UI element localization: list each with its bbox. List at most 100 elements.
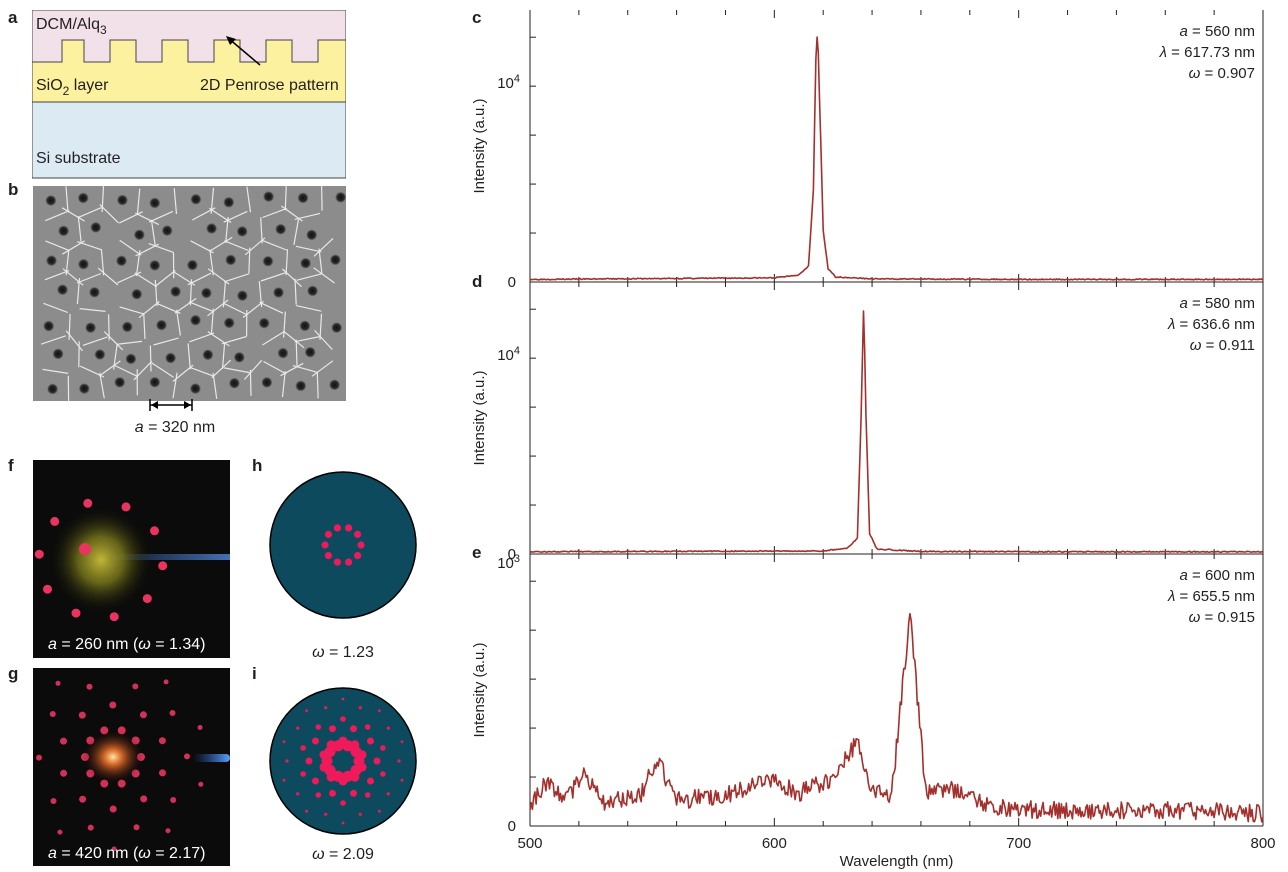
diffraction-spot (133, 824, 140, 831)
sem-tile-edge (211, 359, 232, 379)
sem-tile-edge (244, 237, 266, 256)
diffraction-spot (109, 612, 119, 622)
simulated-spot (285, 759, 289, 763)
layer-schematic: DCM/Alq3 SiO2 layer 2D Penrose pattern S… (32, 10, 346, 179)
omega-label-h: ω = 1.23 (312, 644, 374, 661)
sem-tile-edge (40, 335, 66, 345)
sem-tile-edge (149, 345, 152, 372)
sem-tile-edge (313, 267, 335, 284)
sem-tile-edge (116, 340, 143, 345)
sem-hole (190, 193, 202, 205)
spectrum-line-e (529, 612, 1264, 823)
sem-tile-edge (295, 339, 298, 366)
sem-hole (329, 254, 341, 266)
simulated-spot (345, 558, 353, 566)
sem-hole (329, 379, 341, 391)
sem-tile-edge (246, 186, 252, 213)
panel-label-b: b (8, 180, 19, 199)
simulated-spot (350, 740, 360, 750)
sem-tile-edge (296, 273, 322, 281)
simulated-spot (397, 759, 401, 763)
sem-tile-edge (262, 330, 285, 346)
sem-tile-edge (42, 368, 69, 374)
simulated-spot (324, 812, 328, 816)
diffraction-spot (49, 711, 56, 717)
diffraction-spot (139, 711, 147, 719)
simulation-disk-i (269, 687, 417, 835)
substrate-label: Si substrate (36, 150, 121, 167)
diffraction-spot (184, 753, 190, 760)
x-tick-label: 500 (517, 835, 542, 852)
sem-tile-edge (223, 303, 248, 316)
sem-tile-edge (77, 216, 82, 243)
diffraction-spot (150, 526, 159, 536)
panel-label-c: c (472, 8, 482, 27)
sem-tile-edge (262, 239, 287, 251)
sem-hole (277, 347, 289, 359)
spectrum-panel-d: 104 0 Intensity (a.u.) a = 580 nm λ = 636.6 … (471, 282, 1264, 563)
simulated-spot (296, 726, 300, 730)
simulated-spot (324, 530, 332, 538)
diffraction-spot (79, 795, 87, 803)
sem-hole (297, 192, 309, 204)
diffraction-spot (43, 584, 52, 594)
simulated-spot (367, 777, 374, 785)
sem-tile-edge (153, 337, 179, 346)
sem-hole (77, 192, 89, 204)
sem-hole (161, 225, 173, 237)
sem-hole (236, 290, 248, 302)
diffraction-spot (57, 829, 63, 835)
simulated-spot (367, 737, 374, 745)
sem-tile-edge (119, 306, 145, 315)
diffraction-spot (158, 737, 166, 745)
simulated-spot (312, 737, 319, 745)
simulated-spot (357, 750, 367, 760)
middle-layer-label: SiO2 layer (36, 77, 109, 98)
sem-hole (52, 348, 64, 360)
simulated-spot (282, 740, 286, 744)
sem-tile-edge (189, 279, 193, 306)
panel-label-i: i (252, 664, 257, 683)
sem-hole (121, 321, 133, 333)
diffraction-spot (132, 683, 139, 690)
diffraction-spot (197, 725, 203, 730)
sem-hole (273, 287, 284, 298)
sem-tile-edge (113, 364, 138, 377)
sem-tile-edge (283, 330, 305, 349)
diffraction-spot (36, 754, 42, 761)
diffraction-spot (34, 549, 44, 559)
y-axis-label: Intensity (a.u.) (471, 642, 488, 737)
sem-hole (189, 383, 201, 395)
simulated-spot (338, 776, 348, 786)
sem-tile-edge (313, 237, 334, 257)
sem-hole (262, 255, 274, 267)
sem-tile-edge (260, 272, 286, 282)
sem-tile-edge (311, 360, 334, 377)
simulated-spot (321, 541, 329, 549)
sem-hole (149, 197, 161, 209)
diffraction-spot (142, 594, 152, 604)
scale-bar (149, 399, 193, 411)
sem-tile-edge (188, 301, 214, 312)
sem-tile-edge (77, 241, 103, 251)
simulation-disk-h (269, 471, 417, 619)
sem-tile-edge (136, 188, 141, 215)
simulated-spot (329, 789, 336, 797)
annotation-line: a = 560 nm (1180, 23, 1255, 40)
simulated-spot (386, 726, 390, 730)
sem-tile-edge (260, 217, 263, 244)
sem-hole (299, 320, 311, 332)
simulated-spot (324, 706, 328, 710)
sem-hole (45, 195, 57, 206)
annotation-line: a = 580 nm (1180, 295, 1255, 312)
spectrum-panel-e: 103 0 Intensity (a.u.) a = 600 nm λ = 655.5 … (471, 553, 1276, 870)
sem-tile-edge (316, 372, 319, 399)
spectra-figure: 104 0 Intensity (a.u.) a = 560 nm λ = 617.73… (471, 10, 1276, 870)
diffraction-spot (60, 737, 67, 745)
sem-tile-edge (44, 270, 70, 281)
sem-tile-edge (248, 247, 251, 274)
sem-hole (307, 285, 319, 297)
sem-tile-edge (154, 269, 176, 288)
simulated-spot (326, 772, 336, 782)
sem-tile-edge (76, 272, 102, 284)
